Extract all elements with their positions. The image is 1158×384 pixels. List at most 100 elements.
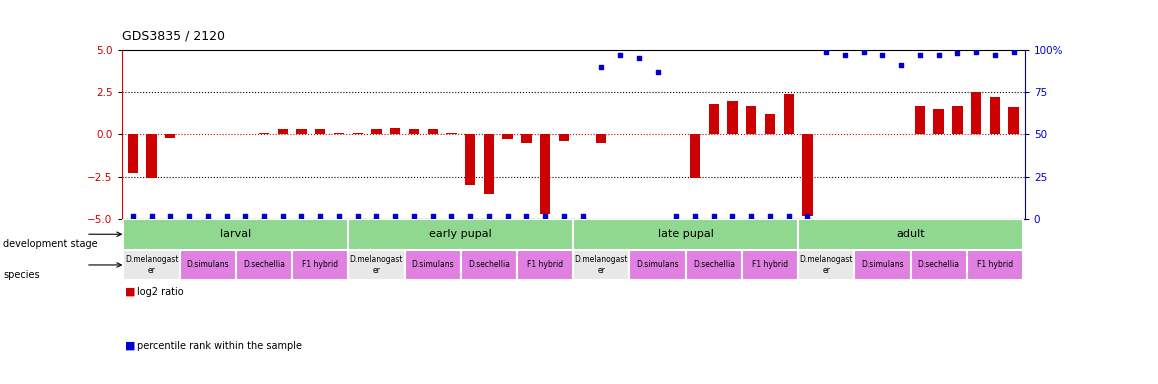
- Point: [967, 48, 985, 55]
- Bar: [521, 134, 532, 143]
- Bar: [1009, 108, 1019, 134]
- Bar: [259, 133, 269, 134]
- Bar: [784, 94, 794, 134]
- Point: [273, 212, 292, 218]
- Text: D.sechellia: D.sechellia: [917, 260, 960, 270]
- Point: [518, 212, 536, 218]
- Text: D.melanogast
er: D.melanogast er: [799, 255, 853, 275]
- Point: [798, 212, 816, 218]
- Point: [667, 212, 686, 218]
- Bar: [352, 133, 362, 134]
- Text: D.simulans: D.simulans: [411, 260, 454, 270]
- Text: F1 hybrid: F1 hybrid: [752, 260, 789, 270]
- Text: percentile rank within the sample: percentile rank within the sample: [137, 341, 301, 351]
- Bar: [446, 133, 456, 134]
- Bar: [296, 129, 307, 134]
- Point: [686, 212, 704, 218]
- Point: [892, 62, 910, 68]
- Bar: [990, 97, 1001, 134]
- Bar: [124, 219, 349, 250]
- Bar: [427, 129, 438, 134]
- Point: [855, 48, 873, 55]
- Point: [536, 212, 555, 218]
- Bar: [236, 250, 292, 280]
- Bar: [558, 134, 569, 141]
- Point: [704, 212, 723, 218]
- Point: [404, 212, 423, 218]
- Bar: [166, 134, 176, 138]
- Bar: [802, 134, 813, 215]
- Bar: [124, 250, 179, 280]
- Text: D.simulans: D.simulans: [636, 260, 679, 270]
- Text: D.melanogast
er: D.melanogast er: [574, 255, 628, 275]
- Bar: [516, 250, 573, 280]
- Text: F1 hybrid: F1 hybrid: [527, 260, 563, 270]
- Bar: [798, 250, 855, 280]
- Bar: [484, 134, 494, 194]
- Text: D.simulans: D.simulans: [862, 260, 903, 270]
- Point: [1004, 48, 1023, 55]
- Point: [573, 212, 592, 218]
- Point: [292, 212, 310, 218]
- Point: [367, 212, 386, 218]
- Point: [330, 212, 349, 218]
- Text: D.melanogast
er: D.melanogast er: [125, 255, 178, 275]
- Point: [630, 55, 648, 61]
- Bar: [461, 250, 516, 280]
- Point: [161, 212, 179, 218]
- Bar: [970, 92, 981, 134]
- Bar: [573, 250, 630, 280]
- Point: [198, 212, 217, 218]
- Bar: [690, 134, 701, 178]
- Point: [386, 212, 404, 218]
- Point: [255, 212, 273, 218]
- Point: [479, 212, 498, 218]
- Bar: [404, 250, 461, 280]
- Text: early pupal: early pupal: [430, 229, 492, 239]
- Text: D.sechellia: D.sechellia: [243, 260, 285, 270]
- Bar: [292, 250, 349, 280]
- Bar: [372, 129, 382, 134]
- Text: larval: larval: [220, 229, 251, 239]
- Bar: [915, 106, 925, 134]
- Point: [592, 64, 610, 70]
- Text: F1 hybrid: F1 hybrid: [977, 260, 1013, 270]
- Bar: [349, 219, 573, 250]
- Text: GDS3835 / 2120: GDS3835 / 2120: [122, 29, 225, 42]
- Point: [724, 212, 742, 218]
- Bar: [146, 134, 156, 178]
- Point: [610, 52, 629, 58]
- Point: [836, 52, 855, 58]
- Text: adult: adult: [896, 229, 925, 239]
- Text: species: species: [3, 270, 41, 280]
- Bar: [390, 127, 401, 134]
- Point: [498, 212, 516, 218]
- Bar: [967, 250, 1023, 280]
- Point: [555, 212, 573, 218]
- Point: [442, 212, 461, 218]
- Point: [142, 212, 161, 218]
- Bar: [179, 250, 236, 280]
- Point: [648, 69, 667, 75]
- Text: ■: ■: [125, 287, 135, 297]
- Text: F1 hybrid: F1 hybrid: [302, 260, 338, 270]
- Point: [816, 48, 835, 55]
- Bar: [764, 114, 775, 134]
- Point: [779, 212, 798, 218]
- Point: [910, 52, 929, 58]
- Point: [461, 212, 479, 218]
- Bar: [540, 134, 550, 214]
- Point: [312, 212, 330, 218]
- Bar: [798, 219, 1023, 250]
- Bar: [573, 219, 798, 250]
- Text: D.sechellia: D.sechellia: [468, 260, 510, 270]
- Bar: [746, 106, 756, 134]
- Text: log2 ratio: log2 ratio: [137, 287, 183, 297]
- Text: ■: ■: [125, 341, 135, 351]
- Text: D.melanogast
er: D.melanogast er: [350, 255, 403, 275]
- Bar: [952, 106, 962, 134]
- Bar: [127, 134, 138, 173]
- Bar: [409, 129, 419, 134]
- Bar: [503, 134, 513, 139]
- Text: development stage: development stage: [3, 239, 98, 249]
